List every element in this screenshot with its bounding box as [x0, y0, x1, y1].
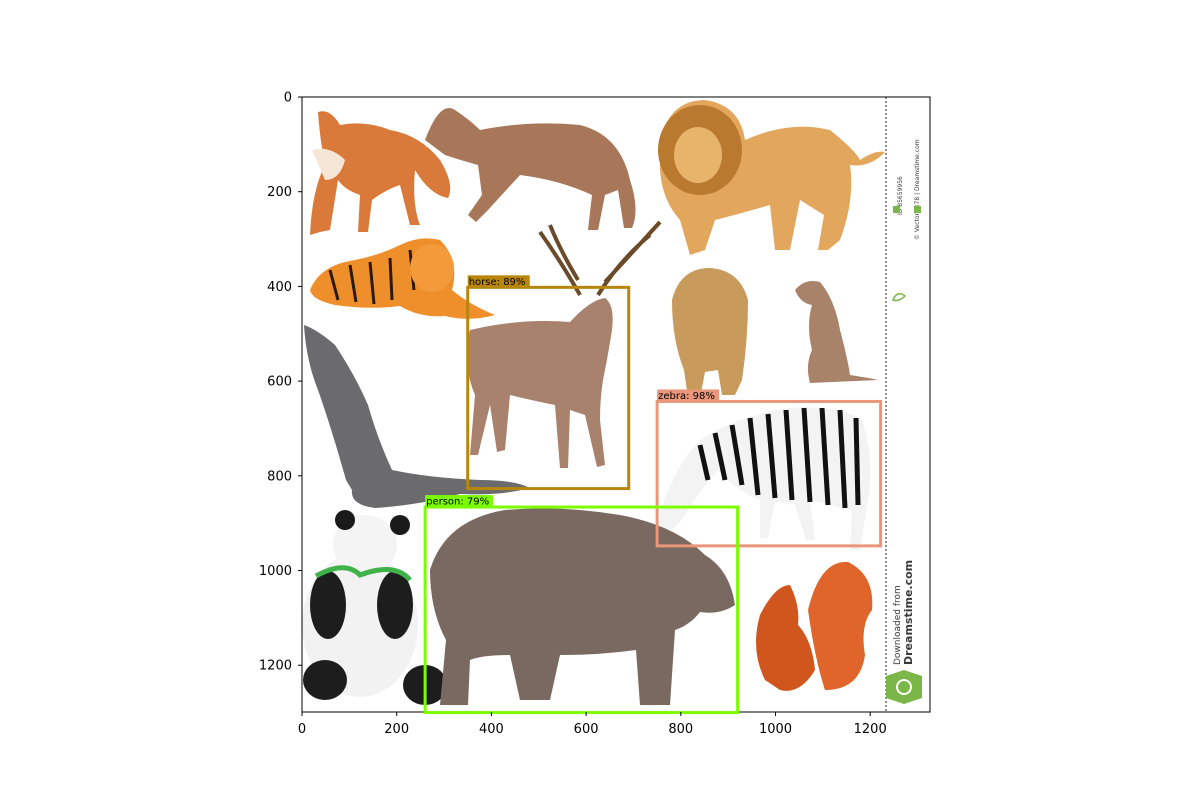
x-tick-label: 400 — [479, 722, 504, 737]
x-tick-label: 800 — [668, 722, 693, 737]
y-axis: 0 200 400 600 800 1000 1200 — [259, 91, 302, 674]
detection-label-background — [657, 389, 720, 402]
x-tick-label: 200 — [384, 722, 409, 737]
tiger-illustration — [310, 238, 495, 319]
x-tick-label: 0 — [298, 722, 306, 737]
x-tick-label: 1200 — [854, 722, 887, 737]
y-tick-label: 400 — [267, 280, 292, 295]
detection-box — [655, 399, 883, 548]
watermark-brand: Dreamstime.com — [902, 560, 915, 665]
panda-illustration — [302, 510, 447, 705]
y-tick-label: 1200 — [259, 659, 292, 674]
watermark-id-icon — [893, 206, 900, 213]
detection-person: person: 79% — [423, 495, 740, 715]
detection-box — [423, 505, 740, 715]
detections-layer: horse: 89% zebra: 98% person: 79% — [423, 275, 883, 715]
detection-horse: horse: 89% — [466, 275, 631, 491]
watermark-image-id: ID 85659956 — [897, 176, 904, 215]
watermark-author: © Vectorart78 | Dreamstime.com — [914, 139, 921, 240]
detection-box — [466, 285, 631, 491]
squirrel-illustration — [756, 561, 873, 691]
y-tick-label: 200 — [267, 185, 292, 200]
bear-illustration — [430, 508, 735, 705]
zebra-illustration — [660, 407, 871, 550]
x-tick-label: 600 — [574, 722, 599, 737]
watermark-strip: © Vectorart78 | Dreamstime.com ID 856599… — [885, 97, 929, 712]
detection-label: horse: 89% — [469, 277, 526, 288]
detection-label-background — [467, 275, 530, 288]
jackal-illustration — [425, 108, 636, 230]
dreamstime-logo-icon — [886, 670, 922, 704]
y-tick-label: 800 — [267, 469, 292, 484]
meerkat-illustration — [795, 281, 878, 383]
detection-zebra: zebra: 98% — [655, 389, 883, 548]
detection-label-background — [425, 495, 493, 508]
fox-illustration — [310, 111, 451, 235]
y-tick-label: 0 — [284, 91, 292, 106]
detection-label: zebra: 98% — [658, 391, 715, 402]
watermark-copyright-icon — [914, 206, 921, 213]
watermark-download-text: Downloaded from — [893, 585, 903, 665]
detection-label: person: 79% — [426, 497, 489, 508]
image-area — [302, 97, 930, 712]
wolf-illustration — [304, 325, 530, 508]
scissors-icon — [892, 293, 907, 302]
y-tick-label: 600 — [267, 375, 292, 390]
y-tick-label: 1000 — [259, 564, 292, 579]
lion-illustration — [658, 100, 885, 255]
lion-cub-illustration — [672, 268, 748, 398]
deer-illustration — [466, 220, 662, 468]
x-axis: 0 200 400 600 800 1000 1200 — [298, 712, 887, 737]
x-tick-label: 1000 — [759, 722, 792, 737]
